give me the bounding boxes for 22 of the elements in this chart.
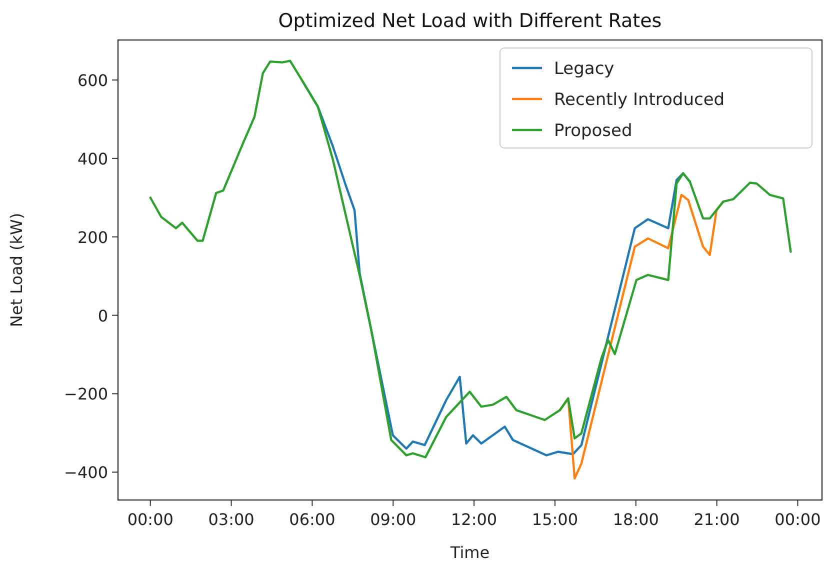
x-tick-label: 15:00 xyxy=(532,510,578,529)
x-tick-label: 06:00 xyxy=(289,510,336,529)
x-tick-label: 09:00 xyxy=(370,510,416,529)
y-tick-label: 400 xyxy=(77,149,108,168)
legend-label: Legacy xyxy=(554,59,614,79)
legend-label: Recently Introduced xyxy=(554,90,725,110)
x-tick-label: 03:00 xyxy=(208,510,254,529)
x-tick-label: 00:00 xyxy=(774,510,821,529)
x-axis-title: Time xyxy=(449,543,490,562)
y-tick-label: −200 xyxy=(64,384,108,404)
y-axis-title: Net Load (kW) xyxy=(7,212,26,328)
y-tick-label: −400 xyxy=(64,463,108,482)
y-tick-label: 600 xyxy=(77,71,108,90)
y-tick-label: 200 xyxy=(77,228,108,247)
x-tick-label: 12:00 xyxy=(450,510,498,529)
x-tick-label: 00:00 xyxy=(127,510,174,529)
x-tick-label: 18:00 xyxy=(612,510,659,529)
chart-title: Optimized Net Load with Different Rates xyxy=(278,10,662,32)
line-series xyxy=(149,60,792,458)
y-tick-label: 0 xyxy=(98,306,108,326)
x-tick-label: 21:00 xyxy=(694,510,740,529)
legend-label: Proposed xyxy=(554,121,632,141)
